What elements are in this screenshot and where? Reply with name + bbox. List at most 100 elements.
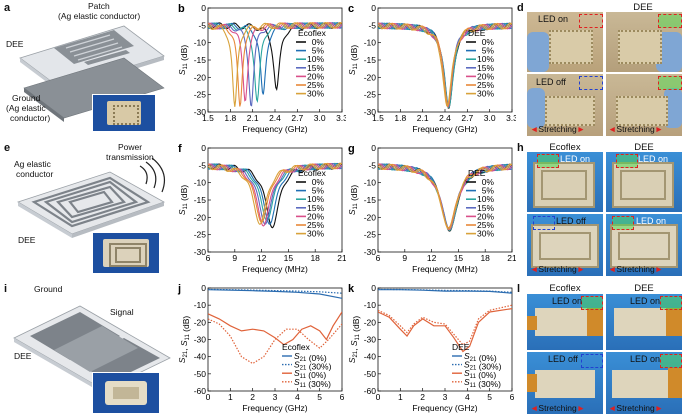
led-on-h-3: LED on bbox=[636, 216, 667, 226]
chart-c: c 1.5 1.8 2.1 2.4 2.7 3.0 3.3 0 -5 -10 -15 -20 -25 -30… bbox=[347, 3, 516, 134]
series-line-30pct bbox=[208, 22, 342, 107]
stretching-d-1: ◄Stretching► bbox=[530, 124, 586, 134]
led-on-d-1: LED on bbox=[538, 14, 569, 24]
legend-label: 10% bbox=[477, 54, 494, 64]
series-line-25pct bbox=[208, 162, 342, 224]
label-dee-a: DEE bbox=[6, 39, 24, 49]
coil-illustration bbox=[17, 158, 165, 238]
photo-h-2 bbox=[606, 152, 682, 212]
patch-antenna-illustration bbox=[19, 25, 165, 122]
y-tick-label: -20 bbox=[364, 72, 377, 82]
x-tick-label: 2.1 bbox=[247, 113, 259, 123]
chart-j: j 0 1 2 3 4 5 6 0 -10 -20 -30 -40 -50 -60 Frequency (GH… bbox=[177, 283, 345, 413]
stretching-h-2: ◄Stretching► bbox=[608, 264, 664, 274]
series-line bbox=[208, 318, 342, 365]
x-tick-label: 4 bbox=[465, 392, 470, 402]
legend-label: S11 (30%) bbox=[294, 377, 331, 389]
legend-label: S21 (0%) bbox=[464, 351, 497, 363]
x-tick-label: 21 bbox=[507, 253, 516, 263]
stretching-d-2: ◄Stretching► bbox=[608, 124, 664, 134]
y-tick-label: 0 bbox=[201, 3, 206, 13]
legend-label: 0% bbox=[482, 177, 495, 187]
legend-label: 0% bbox=[312, 177, 325, 187]
y-tick-label: -10 bbox=[364, 38, 377, 48]
photo-h-3 bbox=[527, 214, 603, 276]
y-tick-label: -20 bbox=[364, 317, 377, 327]
x-tick-label: 2.7 bbox=[461, 113, 473, 123]
series-line-30pct bbox=[208, 162, 342, 225]
x-tick-label: 6 bbox=[340, 392, 345, 402]
x-tick-label: 4 bbox=[295, 392, 300, 402]
photo-l-2 bbox=[606, 294, 682, 350]
x-tick-label: 3.3 bbox=[506, 113, 516, 123]
x-tick-label: 9 bbox=[402, 253, 407, 263]
legend-label: 15% bbox=[477, 63, 494, 73]
series-line bbox=[208, 288, 342, 294]
stretching-h-1: ◄Stretching► bbox=[530, 264, 586, 274]
y-tick-label: -30 bbox=[364, 107, 377, 117]
transmission-photo-inset bbox=[92, 372, 160, 414]
y-tick-label: -50 bbox=[194, 369, 207, 379]
x-axis-label: Frequency (GHz) bbox=[412, 124, 477, 134]
y-tick-label: -10 bbox=[364, 178, 377, 188]
y-tick-label: -15 bbox=[194, 195, 207, 205]
led-off-l: LED off bbox=[548, 354, 578, 364]
y-axis-label: S21, S11 (dB) bbox=[177, 316, 191, 364]
x-tick-label: 5 bbox=[317, 392, 322, 402]
y-tick-label: -25 bbox=[364, 90, 377, 100]
x-axis-label: Frequency (MHz) bbox=[242, 264, 308, 274]
legend-label: 15% bbox=[307, 63, 324, 73]
y-tick-label: 0 bbox=[371, 283, 376, 293]
y-tick-label: -15 bbox=[194, 55, 207, 65]
photo-l-1 bbox=[527, 294, 603, 350]
led-on-l-2: LED on bbox=[630, 296, 661, 306]
photo-col-title-l-2: DEE bbox=[634, 283, 654, 294]
led-on-h-2: LED on bbox=[638, 154, 669, 164]
x-tick-label: 0 bbox=[376, 392, 381, 402]
panel-label-e: e bbox=[4, 142, 11, 154]
legend-label: 30% bbox=[477, 89, 494, 99]
legend-label: 0% bbox=[312, 37, 325, 47]
legend-label: 30% bbox=[477, 229, 494, 239]
legend-label: 20% bbox=[307, 71, 324, 81]
y-tick-label: -30 bbox=[194, 247, 207, 257]
x-tick-label: 6 bbox=[510, 392, 515, 402]
y-tick-label: -25 bbox=[364, 230, 377, 240]
legend-label: 20% bbox=[477, 71, 494, 81]
y-axis-label: S21, S11 (dB) bbox=[347, 316, 361, 364]
chart-k: k 0 1 2 3 4 5 6 0 -10 -20 -30 -40 -50 -60 Frequency (GH… bbox=[347, 283, 515, 413]
x-tick-label: 3.3 bbox=[336, 113, 346, 123]
legend-label: 5% bbox=[312, 46, 325, 56]
patch-photo-inset bbox=[92, 94, 156, 132]
chart-f: f 6 9 12 15 18 21 0 -5 -10 -15 -20 -25 -30 Frequency (… bbox=[177, 143, 346, 274]
photo-d-3 bbox=[527, 74, 603, 136]
label-power: Power bbox=[118, 142, 143, 152]
legend-label: 10% bbox=[477, 194, 494, 204]
panel-label-k: k bbox=[348, 283, 355, 295]
label-dee-i: DEE bbox=[14, 351, 32, 361]
y-tick-label: -60 bbox=[194, 386, 207, 396]
x-tick-label: 3.0 bbox=[484, 113, 496, 123]
x-tick-label: 1.5 bbox=[372, 113, 384, 123]
y-tick-label: -15 bbox=[364, 195, 377, 205]
x-tick-label: 2 bbox=[250, 392, 255, 402]
y-tick-label: -10 bbox=[364, 300, 377, 310]
x-tick-label: 1.8 bbox=[224, 113, 236, 123]
y-tick-label: -30 bbox=[194, 107, 207, 117]
legend-title: DEE bbox=[468, 168, 486, 178]
legend-label: 10% bbox=[307, 194, 324, 204]
legend-label: S21 (30%) bbox=[294, 360, 332, 372]
y-tick-label: -25 bbox=[194, 230, 207, 240]
led-on-h-1: LED on bbox=[560, 154, 591, 164]
panel-label-b: b bbox=[178, 3, 185, 15]
label-patch-sub: (Ag elastic conductor) bbox=[58, 11, 141, 21]
panel-label-h: h bbox=[517, 142, 524, 154]
legend-label: 25% bbox=[307, 80, 324, 90]
x-tick-label: 2.4 bbox=[269, 113, 281, 123]
photo-d-2 bbox=[606, 12, 682, 72]
legend-title: Ecoflex bbox=[282, 342, 311, 352]
x-tick-label: 15 bbox=[284, 253, 294, 263]
y-axis-label: S11 (dB) bbox=[177, 45, 189, 75]
legend-label: 10% bbox=[307, 54, 324, 64]
legend-label: 30% bbox=[307, 89, 324, 99]
